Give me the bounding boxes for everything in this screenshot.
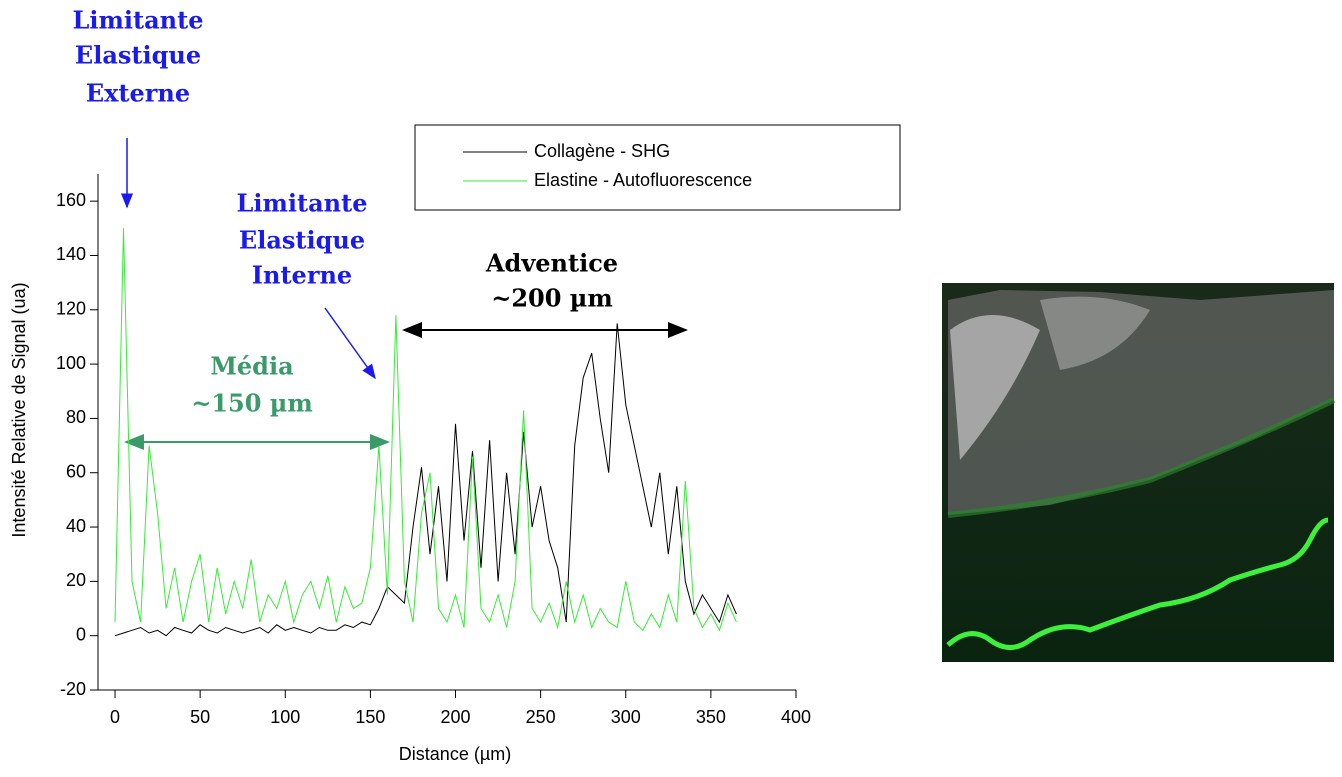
x-axis-label: Distance (µm) (399, 744, 511, 764)
y-tick-label: 20 (66, 570, 86, 590)
series-line (114, 228, 737, 632)
annotation: Externe (86, 79, 190, 108)
y-axis-label: Intensité Relative de Signal (ua) (9, 282, 29, 537)
y-tick-label: 100 (56, 353, 86, 373)
x-tick-label: 350 (696, 707, 726, 727)
x-tick-label: 300 (611, 707, 641, 727)
legend-label: Elastine - Autofluorescence (534, 170, 752, 190)
arrow (324, 307, 376, 380)
annotation: ~150 µm (191, 389, 313, 418)
y-tick-label: 160 (56, 190, 86, 210)
y-tick-label: 0 (76, 624, 86, 644)
annotation: Adventice (485, 249, 618, 278)
annotation: Limitante (237, 189, 368, 218)
micrograph (942, 283, 1336, 662)
annotation: Média (210, 352, 293, 381)
x-tick-label: 250 (526, 707, 556, 727)
annotation: Elastique (239, 226, 365, 255)
x-tick-label: 400 (781, 707, 811, 727)
x-tick-label: 200 (440, 707, 470, 727)
y-tick-label: 60 (66, 461, 86, 481)
x-tick-label: 150 (355, 707, 385, 727)
annotation: Interne (252, 261, 352, 290)
legend (414, 124, 901, 211)
legend-label: Collagène - SHG (534, 141, 670, 161)
x-tick-label: 0 (110, 707, 120, 727)
x-tick-label: 50 (190, 707, 210, 727)
y-tick-label: 120 (56, 299, 86, 319)
y-tick-label: 40 (66, 516, 86, 536)
y-tick-label: -20 (60, 679, 86, 699)
y-tick-label: 140 (56, 244, 86, 264)
annotation: Elastique (75, 41, 201, 70)
annotation: ~200 µm (491, 284, 613, 313)
annotation: Limitante (73, 6, 204, 35)
y-tick-label: 80 (66, 407, 86, 427)
series-line (114, 323, 737, 637)
x-tick-label: 100 (270, 707, 300, 727)
